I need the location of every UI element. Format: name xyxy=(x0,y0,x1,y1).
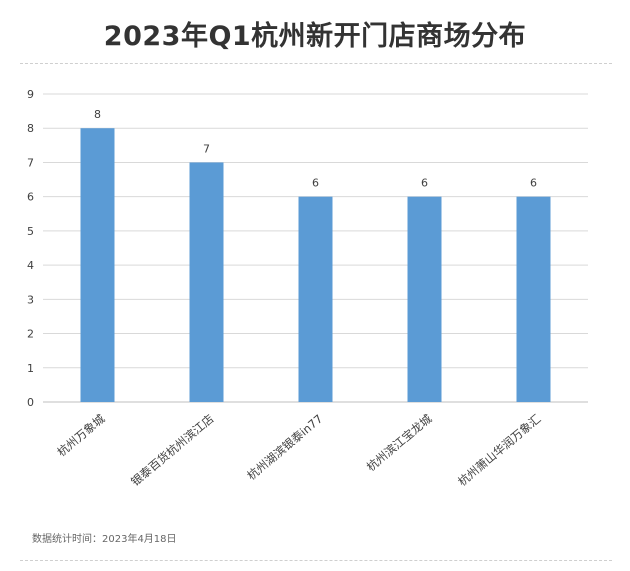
y-tick-label: 1 xyxy=(27,362,34,375)
bar xyxy=(80,128,115,402)
bottom-divider xyxy=(20,560,612,561)
chart-title: 2023年Q1杭州新开门店商场分布 xyxy=(103,21,527,52)
bar-chart: 0 1 2 3 4 5 6 7 8 9 8 7 6 6 6 杭州万象城 银泰百货杭州滨江店 杭州湖滨银泰in7… xyxy=(27,88,588,489)
y-tick-label: 8 xyxy=(27,122,34,135)
y-tick-label: 5 xyxy=(27,225,34,238)
y-tick-label: 4 xyxy=(27,259,34,272)
x-tick-label: 杭州湖滨银泰in77 xyxy=(244,412,325,483)
data-labels: 8 7 6 6 6 xyxy=(94,108,537,189)
y-tick-label: 0 xyxy=(27,396,34,409)
bar xyxy=(189,162,224,402)
bar xyxy=(516,196,551,402)
x-tick-label: 杭州万象城 xyxy=(54,411,107,459)
y-tick-label: 7 xyxy=(27,156,34,169)
x-tick-label: 杭州滨江宝龙城 xyxy=(364,411,435,474)
bars xyxy=(80,128,551,402)
top-divider xyxy=(20,63,612,64)
y-axis-ticks: 0 1 2 3 4 5 6 7 8 9 xyxy=(27,88,34,409)
x-axis-ticks: 杭州万象城 银泰百货杭州滨江店 杭州湖滨银泰in77 杭州滨江宝龙城 杭州萧山华润万象汇 xyxy=(54,411,543,489)
y-tick-label: 9 xyxy=(27,88,34,101)
x-tick-label: 杭州萧山华润万象汇 xyxy=(455,412,543,489)
y-tick-label: 6 xyxy=(27,191,34,204)
bar xyxy=(298,196,333,402)
data-label: 8 xyxy=(94,108,101,121)
data-label: 6 xyxy=(530,177,537,190)
data-timestamp-note: 数据统计时间：2023年4月18日 xyxy=(32,534,177,545)
y-tick-label: 3 xyxy=(27,293,34,306)
data-label: 6 xyxy=(312,177,319,190)
y-tick-label: 2 xyxy=(27,328,34,341)
x-tick-label: 银泰百货杭州滨江店 xyxy=(128,412,216,489)
bar xyxy=(407,196,442,402)
data-label: 6 xyxy=(421,177,428,190)
data-label: 7 xyxy=(203,142,210,155)
